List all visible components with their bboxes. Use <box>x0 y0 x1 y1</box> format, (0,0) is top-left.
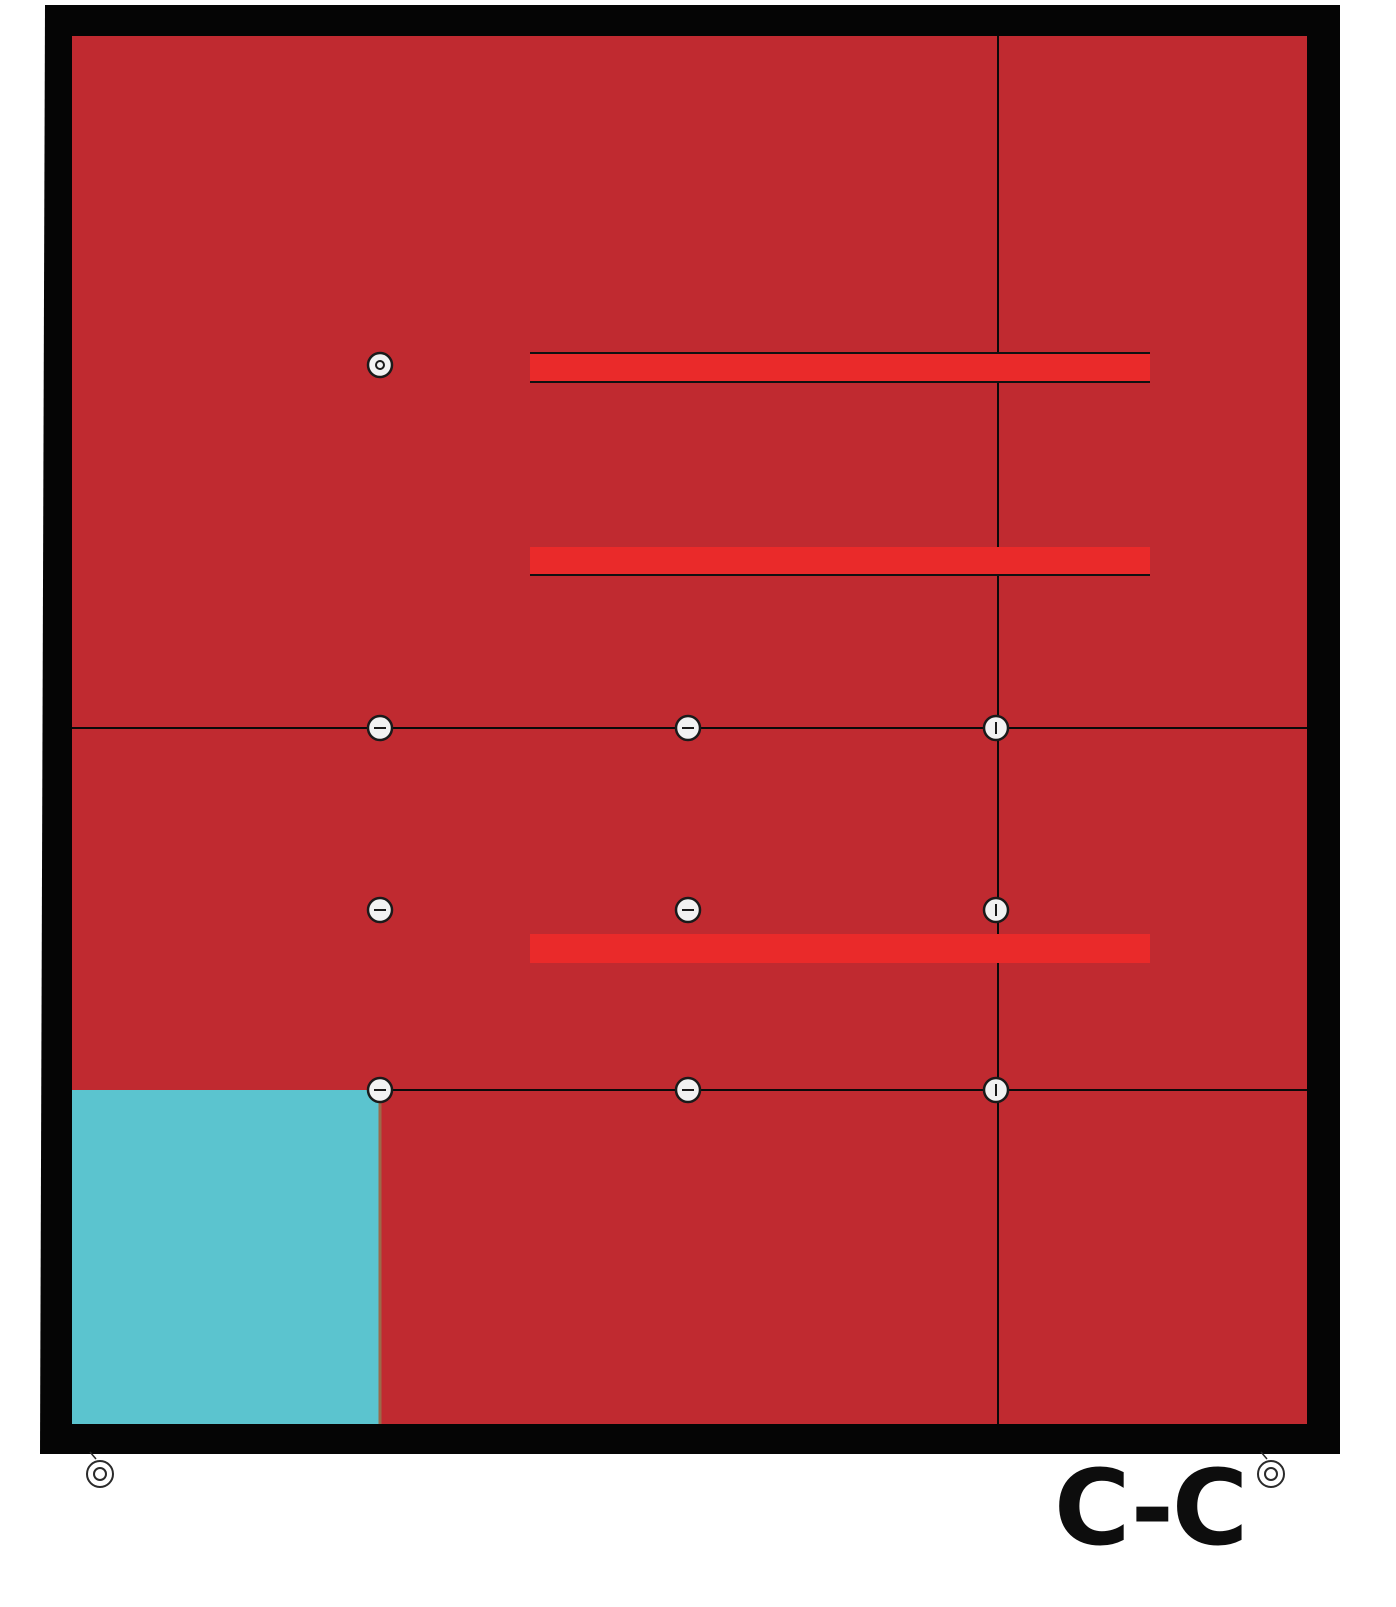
fastener-icon <box>366 351 394 379</box>
fastener-icon <box>366 896 394 924</box>
highlight-strip <box>530 547 1150 576</box>
fastener-icon <box>366 714 394 742</box>
fastener-icon <box>674 896 702 924</box>
fastener-icon <box>982 896 1010 924</box>
highlight-strip <box>530 934 1150 963</box>
fastener-icon <box>366 1076 394 1104</box>
highlight-strip <box>530 352 1150 383</box>
foot-icon <box>1257 1451 1285 1488</box>
section-label: C-C <box>1054 1447 1248 1569</box>
fastener-icon <box>982 714 1010 742</box>
cyan-cutout <box>72 1090 380 1424</box>
foot-icon <box>86 1451 114 1488</box>
fastener-icon <box>674 1076 702 1104</box>
fastener-icon <box>982 1076 1010 1104</box>
fastener-icon <box>674 714 702 742</box>
